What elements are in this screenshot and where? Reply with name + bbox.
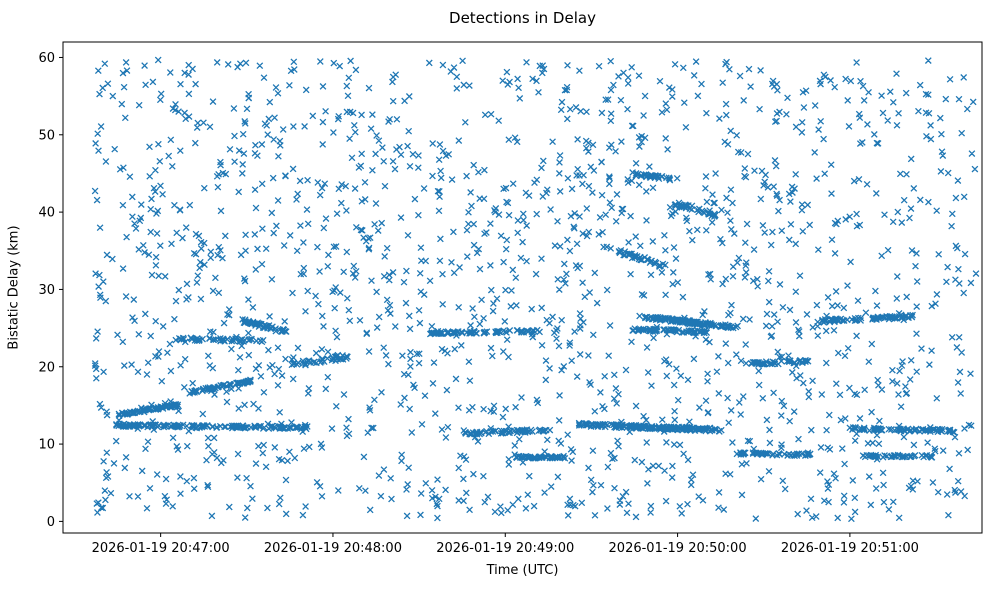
y-tick-label: 10 xyxy=(38,438,55,453)
y-tick-label: 50 xyxy=(38,128,55,143)
y-tick-label: 60 xyxy=(38,51,55,66)
x-tick-label: 2026-01-19 20:51:00 xyxy=(781,541,919,556)
chart-title: Detections in Delay xyxy=(449,9,596,27)
y-axis-label: Bistatic Delay (km) xyxy=(6,225,22,350)
y-tick-label: 0 xyxy=(47,515,55,530)
x-tick-label: 2026-01-19 20:47:00 xyxy=(92,541,230,556)
x-tick-label: 2026-01-19 20:48:00 xyxy=(264,541,402,556)
y-tick-label: 40 xyxy=(38,206,55,221)
y-tick-label: 30 xyxy=(38,283,55,298)
scatter-markers xyxy=(91,56,980,523)
x-axis-label: Time (UTC) xyxy=(486,563,559,578)
x-tick-label: 2026-01-19 20:50:00 xyxy=(609,541,747,556)
axes-frame xyxy=(62,41,983,534)
y-tick-label: 20 xyxy=(38,360,55,375)
x-tick-label: 2026-01-19 20:49:00 xyxy=(436,541,574,556)
